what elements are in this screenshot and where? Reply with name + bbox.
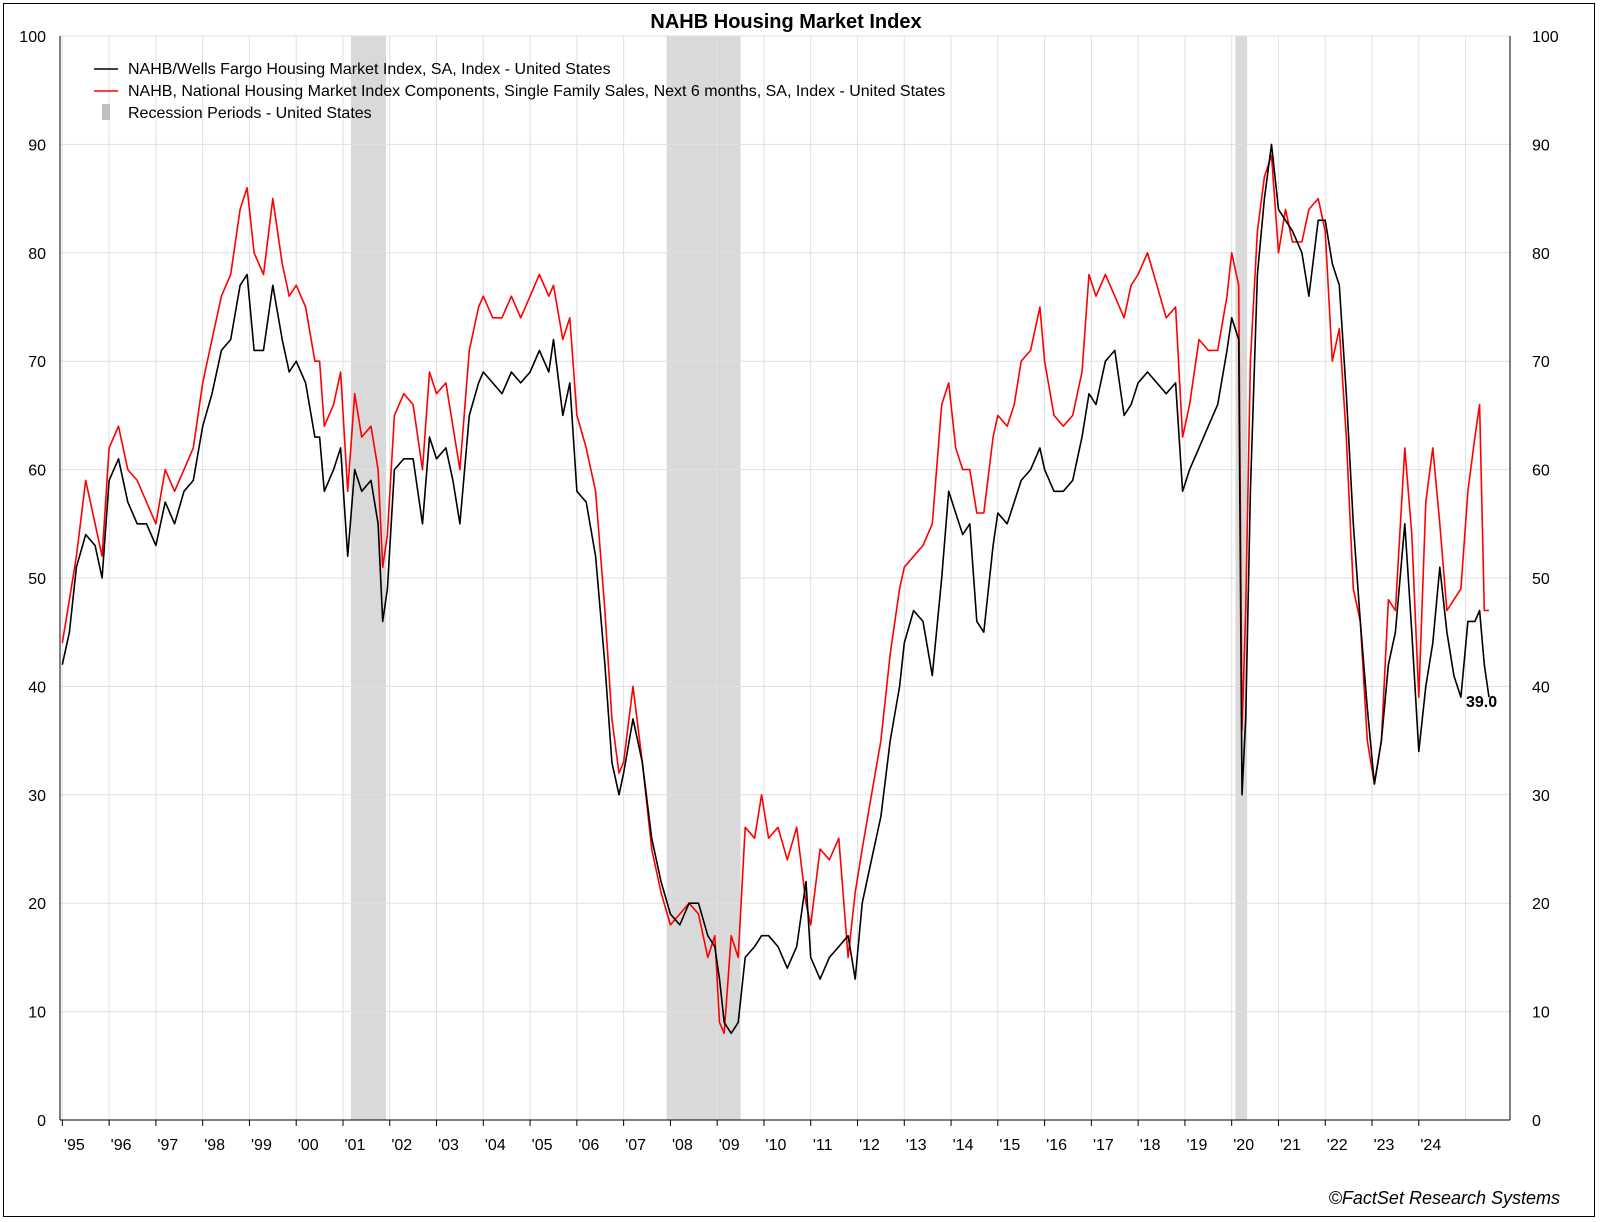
legend: NAHB/Wells Fargo Housing Market Index, S… [94,61,945,122]
y-tick-label-left: 60 [28,463,46,480]
x-tick-label: '07 [625,1137,646,1154]
x-tick-label: '97 [157,1137,178,1154]
chart-canvas: 0 0 10 10 20 20 30 30 40 40 50 50 60 60 70 70 80 80 90 90 10… [19,11,1560,1208]
x-tick-label: '22 [1327,1137,1348,1154]
y-tick-label-right: 10 [1532,1005,1550,1022]
x-tick-label: '18 [1140,1137,1161,1154]
x-tick-label: '12 [859,1137,880,1154]
chart-title: NAHB Housing Market Index [650,11,921,33]
y-tick-label-right: 50 [1532,571,1550,588]
last-value-label: 39.0 [1466,694,1497,711]
y-tick-label-left: 30 [28,788,46,805]
y-tick-label-right: 30 [1532,788,1550,805]
x-tick-label: '99 [251,1137,272,1154]
y-tick-label-right: 60 [1532,463,1550,480]
x-tick-label: '95 [64,1137,85,1154]
y-tick-label-left: 80 [28,246,46,263]
y-tick-label-right: 0 [1532,1113,1541,1130]
y-tick-label-left: 0 [37,1113,46,1130]
x-tick-label: '11 [813,1137,833,1154]
y-tick-label-left: 40 [28,679,46,696]
x-tick-label: '13 [906,1137,927,1154]
legend-entry: NAHB, National Housing Market Index Comp… [128,83,945,100]
x-tick-label: '17 [1093,1137,1114,1154]
y-tick-label-left: 10 [28,1005,46,1022]
x-tick-label: '23 [1374,1137,1395,1154]
y-tick-label-right: 70 [1532,354,1550,371]
gridlines [60,35,1510,1121]
x-tick-label: '24 [1420,1137,1441,1154]
hmi-series-line [61,143,1490,1035]
y-tick-label-right: 90 [1532,137,1550,154]
x-tick-label: '96 [111,1137,132,1154]
x-tick-label: '21 [1280,1137,1301,1154]
x-tick-label: '09 [719,1137,740,1154]
y-tick-label-left: 50 [28,571,46,588]
y-tick-label-left: 70 [28,354,46,371]
x-tick-label: '98 [204,1137,225,1154]
x-tick-label: '19 [1186,1137,1207,1154]
x-tick-label: '03 [438,1137,459,1154]
y-tick-label-left: 90 [28,137,46,154]
chart-frame: 0 0 10 10 20 20 30 30 40 40 50 50 60 60 70 70 80 80 90 90 10… [3,3,1595,1217]
x-tick-label: '01 [345,1137,366,1154]
axes: 0 0 10 10 20 20 30 30 40 40 50 50 60 60 70 70 80 80 90 90 10… [19,29,1559,1154]
x-tick-label: '16 [1046,1137,1067,1154]
y-tick-label-right: 20 [1532,896,1550,913]
x-tick-label: '06 [578,1137,599,1154]
x-tick-label: '10 [766,1137,787,1154]
legend-entry: NAHB/Wells Fargo Housing Market Index, S… [128,61,611,78]
legend-entry: Recession Periods - United States [128,105,372,122]
y-tick-label-right: 40 [1532,679,1550,696]
x-tick-label: '04 [485,1137,506,1154]
y-tick-label-left: 100 [19,29,46,46]
y-tick-label-right: 100 [1532,29,1559,46]
sales-series-line [61,154,1489,1035]
x-tick-label: '14 [953,1137,974,1154]
y-tick-label-left: 20 [28,896,46,913]
x-tick-label: '05 [532,1137,553,1154]
legend-swatch [102,104,110,120]
series-lines [61,143,1490,1035]
y-tick-label-right: 80 [1532,246,1550,263]
x-tick-label: '00 [298,1137,319,1154]
x-tick-label: '08 [672,1137,693,1154]
x-tick-label: '02 [391,1137,412,1154]
credit-text: ©FactSet Research Systems [1329,1188,1560,1208]
x-tick-label: '20 [1233,1137,1254,1154]
x-tick-label: '15 [999,1137,1020,1154]
